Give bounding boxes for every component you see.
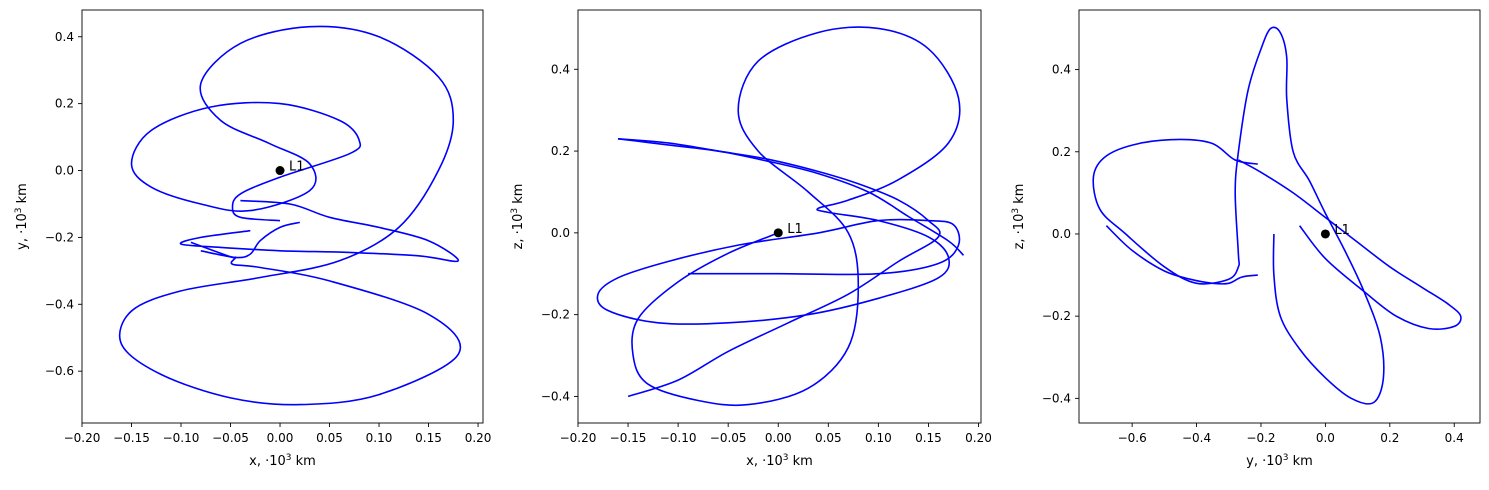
l1-point-marker — [1320, 229, 1330, 239]
x-tick-label: 0.05 — [815, 431, 842, 445]
y-tick-label: −0.4 — [45, 297, 74, 311]
x-tick-label: −0.4 — [1182, 431, 1211, 445]
l1-point-marker — [275, 166, 285, 176]
y-tick-label: −0.2 — [541, 308, 570, 322]
subplot-xz: L1 −0.20 −0.15 −0.10 −0.05 0.00 0.05 0.10 0.15 0.… — [510, 9, 992, 469]
y-tick-label: −0.4 — [1042, 391, 1071, 405]
x-tick-label: 0.0 — [1316, 431, 1335, 445]
l1-point-marker — [773, 228, 783, 238]
l1-point-label: L1 — [787, 222, 803, 237]
y-tick-label: 0.0 — [55, 164, 74, 178]
x-axis-label: x, ·103 km — [746, 453, 813, 469]
x-axis-label: x, ·103 km — [249, 453, 316, 469]
x-tick-label: −0.05 — [212, 431, 249, 445]
x-tick-label: 0.20 — [965, 431, 992, 445]
y-axis-label: z, ·103 km — [510, 184, 526, 250]
trajectory-group — [596, 26, 965, 407]
y-tick-label: 0.4 — [1052, 63, 1071, 77]
x-tick-label: 0.00 — [765, 431, 792, 445]
x-tick-label: −0.2 — [1246, 431, 1275, 445]
l1-point-label: L1 — [289, 160, 305, 175]
y-axis-label: y, ·103 km — [14, 183, 30, 250]
x-tick-label: −0.20 — [560, 431, 597, 445]
y-tick-label: 0.2 — [1052, 145, 1071, 159]
trajectory-series-line — [179, 199, 460, 263]
x-tick-label: 0.10 — [366, 431, 393, 445]
x-tick-label: 0.2 — [1380, 431, 1399, 445]
x-tick-label: 0.15 — [915, 431, 942, 445]
x-tick-label: 0.15 — [415, 431, 442, 445]
axes-frame — [1078, 9, 1481, 424]
y-tick-label: 0.4 — [551, 62, 570, 76]
y-tick-label: −0.2 — [1042, 309, 1071, 323]
y-tick-label: −0.4 — [541, 389, 570, 403]
x-tick-label: −0.10 — [660, 431, 697, 445]
x-tick-label: −0.10 — [163, 431, 200, 445]
trajectory-series-line — [617, 138, 965, 256]
trajectory-series-line — [1105, 225, 1258, 285]
y-tick-label: 0.0 — [1052, 227, 1071, 241]
axes-frame — [577, 9, 982, 424]
x-tick-label: 0.4 — [1445, 431, 1464, 445]
x-axis-label: y, ·103 km — [1246, 453, 1313, 469]
trajectory-series-line — [596, 26, 961, 407]
subplot-yz: L1 −0.6 −0.4 −0.2 0.0 0.2 0.4 −0.4 −0.2 0.0 0.2 0.4… — [1011, 9, 1481, 469]
x-tick-label: −0.15 — [113, 431, 150, 445]
y-tick-label: −0.6 — [45, 364, 74, 378]
trajectory-series-line — [1092, 26, 1385, 405]
axes-frame — [81, 9, 484, 424]
subplot-xy: L1 −0.20 −0.15 −0.10 −0.05 0.00 0.05 0.10 0.15 0.… — [14, 9, 492, 469]
trajectory-group — [1092, 26, 1462, 405]
x-tick-label: 0.05 — [316, 431, 343, 445]
x-tick-label: 0.00 — [267, 431, 294, 445]
trajectory-group — [118, 25, 461, 406]
trajectory-series-line — [200, 221, 300, 259]
x-tick-label: −0.6 — [1118, 431, 1147, 445]
trajectory-series-line — [1238, 159, 1462, 330]
x-tick-label: 0.10 — [865, 431, 892, 445]
y-tick-label: 0.2 — [55, 97, 74, 111]
trajectory-series-line — [617, 138, 941, 398]
y-tick-label: −0.2 — [45, 230, 74, 244]
y-axis-label: z, ·103 km — [1011, 184, 1027, 250]
y-tick-label: 0.4 — [55, 30, 74, 44]
y-tick-label: 0.0 — [551, 226, 570, 240]
trajectory-series-line — [118, 25, 461, 406]
x-tick-label: −0.15 — [610, 431, 647, 445]
l1-point-label: L1 — [1334, 223, 1350, 238]
x-tick-label: 0.20 — [465, 431, 492, 445]
y-tick-label: 0.2 — [551, 144, 570, 158]
x-tick-label: −0.05 — [710, 431, 747, 445]
x-tick-label: −0.20 — [64, 431, 101, 445]
